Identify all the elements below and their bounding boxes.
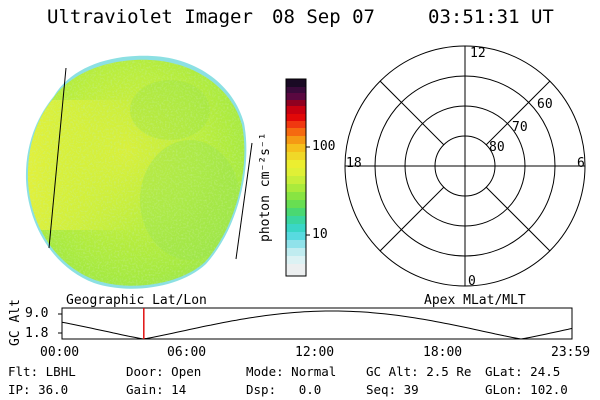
date-label: 08 Sep 07 — [272, 6, 375, 28]
apex-label: Apex MLat/MLT — [424, 293, 526, 308]
flt-field: Flt: LBHL — [8, 364, 76, 379]
flt-value: LBHL — [45, 364, 76, 379]
colorbar — [285, 78, 310, 277]
gcalt-field: GC Alt: 2.5 Re — [366, 364, 472, 379]
time-label: 03:51:31 UT — [428, 6, 554, 28]
ip-field: IP: 36.0 — [8, 382, 69, 397]
ip-value: 36.0 — [38, 382, 69, 397]
x-tick-2359: 23:59 — [551, 345, 591, 360]
terminator-line-left — [48, 67, 67, 249]
glat-field: GLat: 24.5 — [485, 364, 561, 379]
gcalt-value: 2.5 Re — [426, 364, 472, 379]
x-tick-1800: 18:00 — [423, 345, 463, 360]
polar-grid — [344, 45, 586, 287]
y-tick-9: 9.0 — [25, 306, 49, 321]
y-tick-1-8: 1.8 — [25, 326, 49, 341]
seq-value: 39 — [403, 382, 419, 397]
x-tick-0600: 06:00 — [167, 345, 207, 360]
seq-field: Seq: 39 — [366, 382, 419, 397]
auroral-image — [25, 55, 253, 289]
mlt-label-0: 0 — [468, 274, 476, 289]
glat-value: 24.5 — [530, 364, 561, 379]
door-value: Open — [171, 364, 202, 379]
instrument-title: Ultraviolet Imager — [47, 6, 253, 28]
mlt-label-6: 6 — [577, 156, 585, 171]
altitude-curve — [61, 310, 573, 340]
mlat-label-80: 80 — [489, 140, 505, 155]
orbit-timeline — [58, 307, 573, 340]
mode-value: Normal — [291, 364, 337, 379]
gain-value: 14 — [171, 382, 187, 397]
mlat-label-60: 60 — [537, 97, 553, 112]
x-tick-1200: 12:00 — [295, 345, 335, 360]
terminator-line-right — [235, 142, 253, 260]
dsp-field: Dsp: 0.0 — [246, 382, 322, 397]
colorbar-tick-10: 10 — [312, 227, 328, 242]
gc-alt-axis-label: GC Alt — [8, 299, 23, 346]
dsp-value: 0.0 — [298, 382, 322, 397]
glon-field: GLon: 102.0 — [485, 382, 568, 397]
mode-field: Mode: Normal — [246, 364, 337, 379]
mlt-label-12: 12 — [470, 46, 486, 61]
colorbar-unit-label: photon cm⁻²s⁻¹ — [258, 132, 273, 242]
mlt-label-18: 18 — [346, 156, 362, 171]
geographic-label: Geographic Lat/Lon — [66, 293, 207, 308]
colorbar-tick-100: 100 — [312, 139, 336, 154]
gain-field: Gain: 14 — [126, 382, 187, 397]
x-tick-0000: 00:00 — [40, 345, 80, 360]
mlat-label-70: 70 — [512, 120, 528, 135]
door-field: Door: Open — [126, 364, 202, 379]
glon-value: 102.0 — [530, 382, 568, 397]
